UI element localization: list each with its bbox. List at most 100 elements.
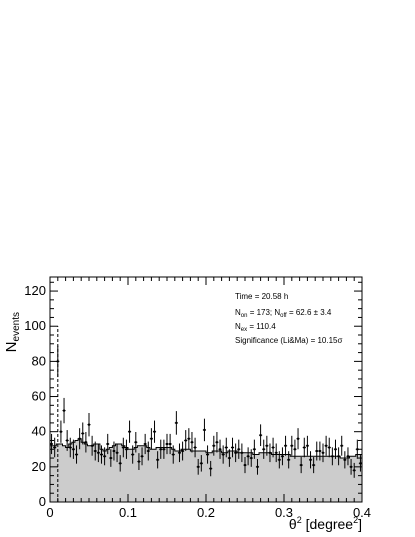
on-data-point: [315, 441, 319, 461]
stat-non-label: N: [235, 308, 241, 317]
on-data-point: [87, 412, 91, 437]
on-marker: [184, 439, 187, 442]
on-data-point: [237, 439, 241, 459]
on-data-point: [181, 441, 185, 461]
on-marker: [222, 453, 225, 456]
on-marker: [97, 451, 100, 454]
on-marker: [219, 448, 222, 451]
on-marker: [359, 462, 362, 465]
on-marker: [53, 446, 56, 449]
on-data-point: [202, 418, 206, 442]
on-data-point: [59, 420, 63, 443]
on-marker: [172, 453, 175, 456]
on-data-point: [337, 447, 341, 466]
on-marker: [116, 451, 119, 454]
stat-nex-value: = 110.4: [247, 322, 276, 331]
on-data-point: [162, 439, 166, 459]
on-data-point: [321, 443, 325, 463]
x-axis-label-sup2: 2: [353, 515, 358, 525]
on-data-point: [215, 431, 219, 453]
on-data-point: [324, 435, 328, 456]
on-data-point: [187, 428, 191, 450]
on-marker: [106, 442, 109, 445]
on-data-point: [221, 445, 225, 464]
on-data-point: [118, 455, 122, 472]
x-tick-label: 0.4: [353, 505, 371, 520]
on-marker: [206, 453, 209, 456]
on-marker: [59, 430, 62, 433]
on-data-point: [218, 439, 222, 459]
on-marker: [169, 442, 172, 445]
stat-non-value: = 173; N: [247, 308, 280, 317]
on-data-point: [280, 447, 284, 466]
on-data-point: [240, 443, 244, 463]
on-marker: [194, 446, 197, 449]
on-data-point: [156, 451, 160, 469]
on-data-point: [265, 435, 269, 456]
y-tick-label: 60: [32, 389, 46, 404]
on-data-point: [131, 445, 135, 464]
stat-noff-sub: off: [280, 313, 287, 319]
on-marker: [346, 455, 349, 458]
on-data-point: [137, 453, 141, 471]
stats-box: Time = 20.58 h Non = 173; Noff = 62.6 ± …: [235, 292, 343, 345]
on-marker: [281, 455, 284, 458]
on-marker: [337, 455, 340, 458]
on-data-point: [78, 428, 82, 450]
on-marker: [134, 441, 137, 444]
on-marker: [175, 421, 178, 424]
on-marker: [153, 430, 156, 433]
on-data-point: [346, 447, 350, 466]
on-data-point: [146, 441, 150, 461]
on-marker: [300, 464, 303, 467]
on-marker: [197, 465, 200, 468]
on-marker: [240, 451, 243, 454]
on-data-point: [109, 449, 113, 467]
on-data-point: [234, 443, 238, 463]
on-marker: [306, 444, 309, 447]
on-marker: [272, 446, 275, 449]
on-data-point: [93, 441, 97, 461]
on-marker: [212, 444, 215, 447]
x-axis-label-unit: [degree: [302, 516, 354, 532]
on-data-point: [71, 439, 75, 459]
on-marker: [147, 450, 150, 453]
on-data-point: [349, 458, 353, 475]
on-marker: [231, 446, 234, 449]
on-data-point: [274, 443, 278, 463]
on-data-point: [184, 430, 188, 451]
on-marker: [69, 446, 72, 449]
on-data-point: [305, 435, 309, 456]
on-data-point: [193, 437, 197, 458]
on-marker: [250, 457, 253, 460]
on-marker: [88, 423, 90, 426]
on-data-point: [171, 445, 175, 464]
x-axis-label-main: θ: [289, 516, 297, 532]
on-marker: [187, 437, 190, 440]
on-data-point: [159, 439, 163, 459]
on-marker: [63, 409, 66, 412]
on-marker: [122, 446, 125, 449]
on-data-point: [149, 428, 153, 450]
y-tick-label: 0: [39, 494, 46, 509]
on-marker: [343, 458, 346, 461]
on-marker: [209, 467, 212, 470]
on-data-point: [115, 443, 119, 463]
on-marker: [125, 448, 128, 451]
on-data-point: [62, 397, 66, 424]
on-data-point: [152, 420, 157, 443]
on-data-point: [212, 435, 216, 456]
on-marker: [278, 458, 281, 461]
on-marker: [141, 455, 144, 458]
on-marker: [50, 442, 53, 445]
on-data-point: [134, 431, 138, 453]
on-data-point: [165, 433, 169, 455]
on-marker: [318, 450, 321, 453]
on-marker: [75, 453, 78, 456]
on-data-point: [224, 437, 228, 458]
on-data-point: [284, 435, 288, 456]
on-data-point: [99, 445, 104, 464]
on-marker: [315, 450, 318, 453]
on-data-point: [243, 457, 247, 474]
